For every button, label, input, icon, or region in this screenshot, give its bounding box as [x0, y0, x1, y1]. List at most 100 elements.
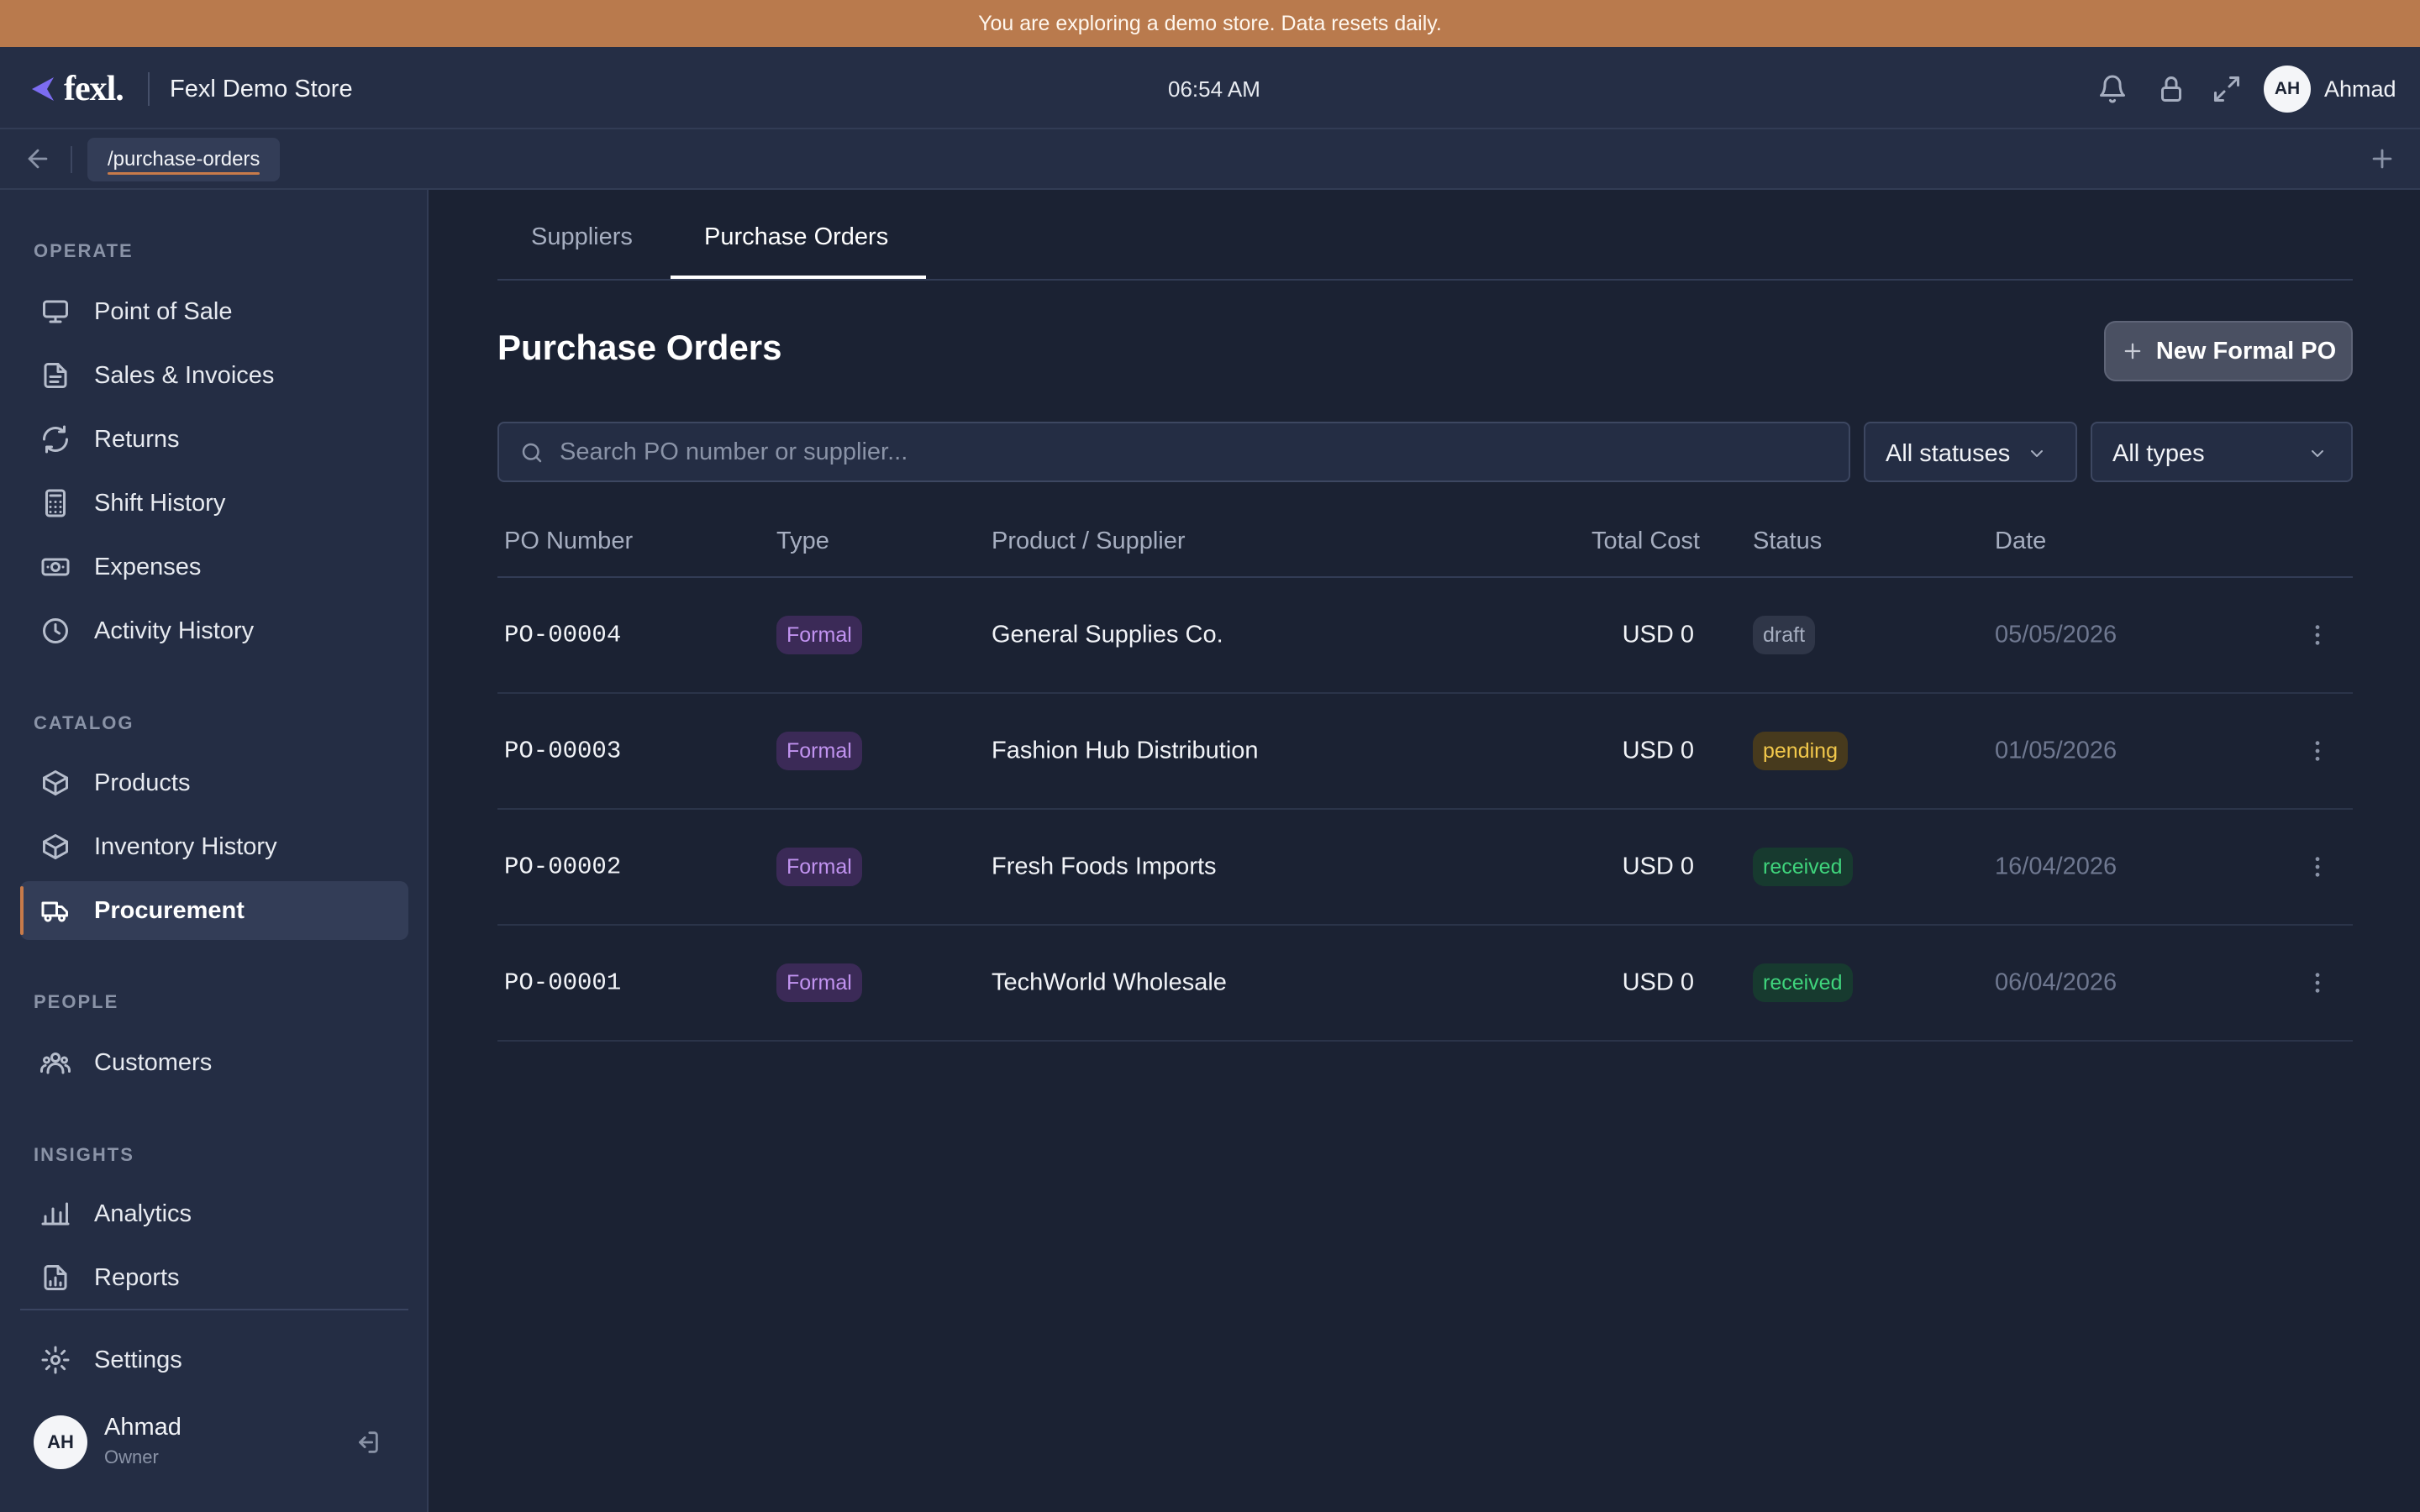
- type-filter-select[interactable]: All types: [2091, 422, 2353, 482]
- fullscreen-icon[interactable]: [2212, 74, 2242, 104]
- sidebar-item-procurement[interactable]: Procurement: [20, 881, 408, 940]
- calculator-icon: [45, 489, 66, 517]
- kebab-menu-icon[interactable]: [2304, 622, 2331, 648]
- file-text-icon: [44, 363, 67, 388]
- path-tab-underline: [108, 172, 260, 175]
- plus-icon: [2124, 343, 2141, 360]
- header-user-name[interactable]: Ahmad: [2324, 76, 2396, 102]
- sidebar-item-label: Inventory History: [94, 832, 277, 860]
- kebab-menu-icon[interactable]: [2304, 853, 2331, 880]
- status-filter-value: All statuses: [1886, 440, 2011, 467]
- total-cost: USD 0: [1622, 853, 1694, 880]
- back-arrow-icon[interactable]: [24, 144, 52, 173]
- sidebar-item-label: Procurement: [94, 896, 245, 924]
- plus-icon[interactable]: [2368, 144, 2396, 173]
- sidebar-item-products[interactable]: Products: [20, 753, 408, 812]
- status-badge: received: [1753, 963, 1853, 1002]
- sidebar-item-point-of-sale[interactable]: Point of Sale: [20, 282, 408, 341]
- sidebar-item-expenses[interactable]: Expenses: [20, 538, 408, 596]
- sidebar-item-label: Point of Sale: [94, 297, 233, 325]
- path-tab-label: /purchase-orders: [108, 148, 260, 171]
- search-input[interactable]: [560, 423, 1820, 480]
- header-clock: 06:54 AM: [1168, 76, 1260, 102]
- sidebar: OPERATE Point of Sale Sales & Invoices R…: [0, 190, 429, 1512]
- type-badge: Formal: [776, 963, 862, 1002]
- sidebar-item-label: Customers: [94, 1048, 213, 1076]
- sidebar-item-label: Sales & Invoices: [94, 361, 275, 389]
- sidebar-divider: [20, 1309, 408, 1310]
- table-row[interactable]: PO-00001 Formal TechWorld Wholesale USD …: [497, 926, 2353, 1042]
- section-label-people: PEOPLE: [34, 991, 119, 1012]
- top-header: fexl. Fexl Demo Store 06:54 AM AH Ahmad: [0, 47, 2420, 129]
- status-badge: received: [1753, 848, 1853, 886]
- users-icon: [40, 1053, 71, 1074]
- new-formal-po-button[interactable]: New Formal PO: [2104, 321, 2353, 381]
- bell-icon[interactable]: [2097, 74, 2128, 104]
- sidebar-item-label: Returns: [94, 425, 180, 453]
- section-label-catalog: CATALOG: [34, 712, 134, 733]
- sidebar-item-customers[interactable]: Customers: [20, 1033, 408, 1092]
- column-header-product-supplier[interactable]: Product / Supplier: [992, 528, 1186, 554]
- active-indicator: [20, 886, 24, 935]
- table-row[interactable]: PO-00004 Formal General Supplies Co. USD…: [497, 578, 2353, 694]
- kebab-menu-icon[interactable]: [2304, 738, 2331, 764]
- sidebar-item-label: Shift History: [94, 489, 226, 517]
- sidebar-item-returns[interactable]: Returns: [20, 410, 408, 469]
- sidebar-item-label: Settings: [94, 1346, 182, 1373]
- column-header-po-number[interactable]: PO Number: [504, 528, 634, 554]
- path-tab[interactable]: /purchase-orders: [87, 138, 281, 181]
- box-icon: [43, 770, 68, 795]
- bar-chart-icon: [41, 1202, 70, 1226]
- sidebar-item-reports[interactable]: Reports: [20, 1248, 408, 1307]
- sidebar-item-inventory-history[interactable]: Inventory History: [20, 817, 408, 876]
- header-avatar[interactable]: AH: [2264, 66, 2311, 113]
- section-label-operate: OPERATE: [34, 240, 134, 261]
- lock-icon[interactable]: [2156, 74, 2186, 104]
- table-row[interactable]: PO-00003 Formal Fashion Hub Distribution…: [497, 694, 2353, 810]
- type-badge: Formal: [776, 616, 862, 654]
- section-label-insights: INSIGHTS: [34, 1144, 134, 1165]
- sidebar-avatar[interactable]: AH: [34, 1415, 87, 1469]
- column-header-type[interactable]: Type: [776, 528, 829, 554]
- sidebar-item-analytics[interactable]: Analytics: [20, 1184, 408, 1243]
- store-name: Fexl Demo Store: [170, 76, 353, 102]
- po-number[interactable]: PO-00001: [504, 969, 622, 997]
- brand-logo[interactable]: fexl.: [25, 69, 124, 109]
- po-number[interactable]: PO-00004: [504, 621, 622, 649]
- sidebar-user-name: Ahmad: [104, 1414, 182, 1441]
- demo-banner: You are exploring a demo store. Data res…: [0, 0, 2420, 47]
- po-date: 16/04/2026: [1995, 853, 2118, 880]
- column-header-status[interactable]: Status: [1753, 528, 1823, 554]
- monitor-icon: [43, 300, 68, 323]
- total-cost: USD 0: [1622, 737, 1694, 764]
- kebab-menu-icon[interactable]: [2304, 969, 2331, 996]
- demo-banner-text: You are exploring a demo store. Data res…: [978, 11, 1442, 35]
- column-header-date[interactable]: Date: [1995, 528, 2047, 554]
- table-header-divider: [497, 576, 2353, 578]
- logout-icon[interactable]: [353, 1428, 381, 1457]
- tab-purchase-orders[interactable]: Purchase Orders: [704, 223, 889, 250]
- sidebar-item-shift-history[interactable]: Shift History: [20, 474, 408, 533]
- column-header-total-cost[interactable]: Total Cost: [1591, 528, 1700, 554]
- sidebar-item-sales-invoices[interactable]: Sales & Invoices: [20, 346, 408, 405]
- active-tab-underline: [671, 276, 926, 279]
- gear-icon: [41, 1346, 70, 1374]
- sidebar-item-activity-history[interactable]: Activity History: [20, 601, 408, 660]
- type-badge: Formal: [776, 732, 862, 770]
- total-cost: USD 0: [1622, 969, 1694, 996]
- banknote-icon: [41, 558, 70, 576]
- status-filter-select[interactable]: All statuses: [1864, 422, 2077, 482]
- supplier-name: General Supplies Co.: [992, 621, 1223, 648]
- path-separator: [71, 146, 72, 173]
- page-tabs: Suppliers Purchase Orders: [497, 190, 2353, 281]
- type-filter-value: All types: [2112, 440, 2205, 467]
- po-number[interactable]: PO-00003: [504, 737, 622, 765]
- chevron-down-icon: [2031, 450, 2043, 457]
- po-number[interactable]: PO-00002: [504, 853, 622, 881]
- supplier-name: Fashion Hub Distribution: [992, 737, 1259, 764]
- chevron-down-icon: [2312, 450, 2323, 457]
- tab-suppliers[interactable]: Suppliers: [531, 223, 633, 250]
- box-icon: [43, 834, 68, 859]
- sidebar-item-settings[interactable]: Settings: [20, 1331, 408, 1389]
- table-row[interactable]: PO-00002 Formal Fresh Foods Imports USD …: [497, 810, 2353, 926]
